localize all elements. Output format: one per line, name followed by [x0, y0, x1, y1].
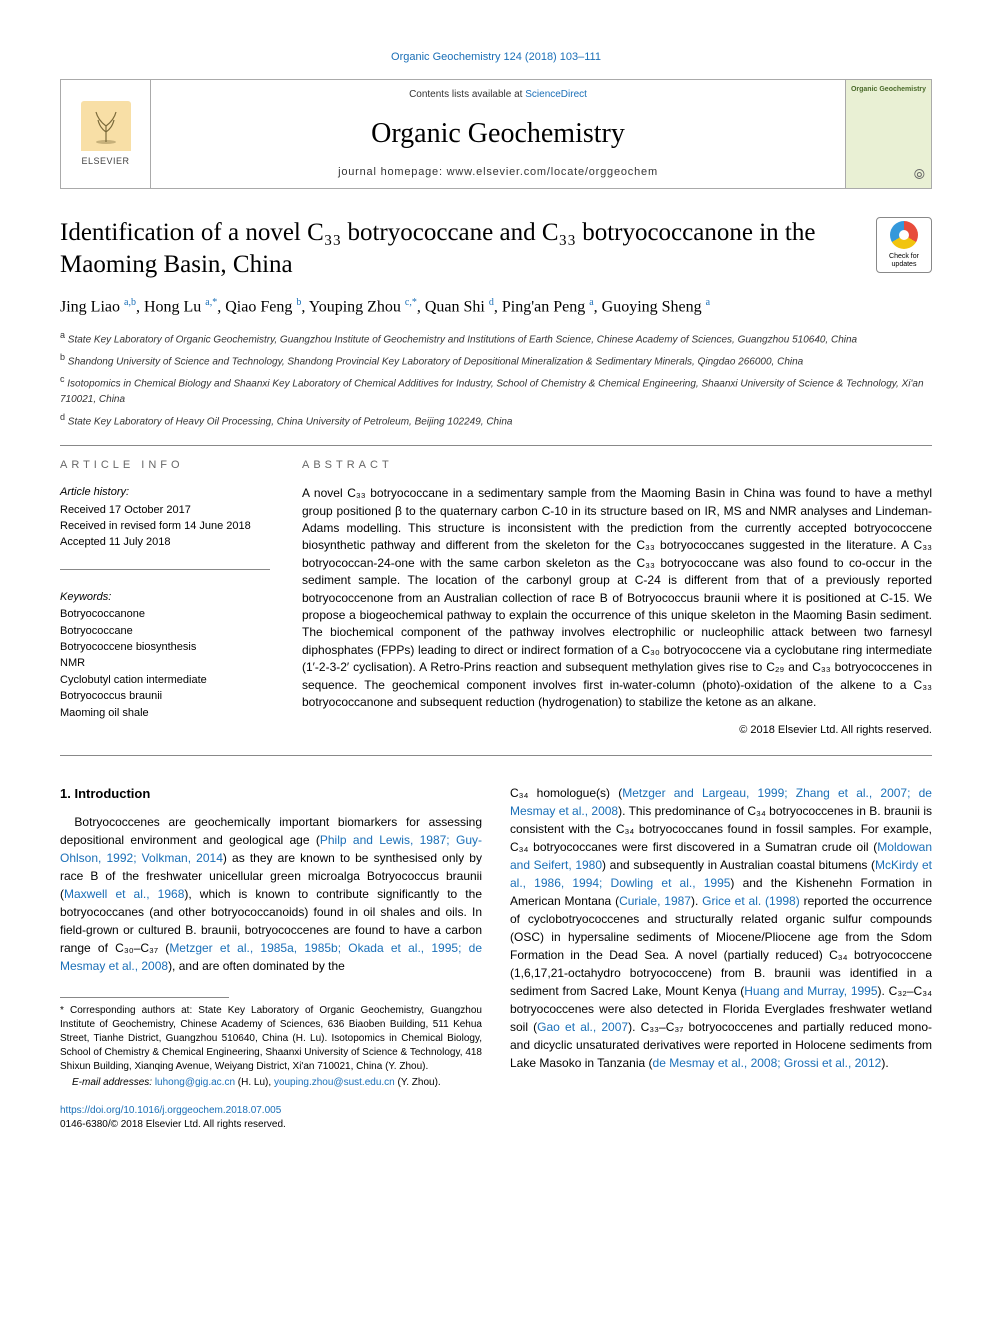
affiliation-line: d State Key Laboratory of Heavy Oil Proc…: [60, 411, 932, 429]
keyword: Botryococcanone: [60, 607, 270, 622]
citation-link[interactable]: Huang and Murray, 1995: [744, 984, 877, 998]
check-for-updates-badge[interactable]: Check for updates: [876, 217, 932, 273]
intro-paragraph-cont: C₃₄ homologue(s) (Metzger and Largeau, 1…: [510, 784, 932, 1072]
journal-cover-thumbnail: Organic Geochemistry ⦾: [845, 80, 931, 188]
citation-link[interactable]: de Mesmay et al., 2008; Grossi et al., 2…: [653, 1056, 882, 1070]
homepage-url: www.elsevier.com/locate/orggeochem: [447, 166, 658, 178]
abstract-header: ABSTRACT: [302, 458, 932, 473]
divider: [60, 755, 932, 756]
abstract-column: ABSTRACT A novel C₃₃ botryococcane in a …: [302, 458, 932, 739]
elsevier-logo: ELSEVIER: [61, 80, 151, 188]
article-info-header: ARTICLE INFO: [60, 458, 270, 473]
body-column-right: C₃₄ homologue(s) (Metzger and Largeau, 1…: [510, 784, 932, 1091]
keyword: NMR: [60, 656, 270, 671]
body-text: ) and subsequently in Australian coastal…: [602, 858, 875, 872]
keyword: Cyclobutyl cation intermediate: [60, 673, 270, 688]
crossmark-icon: [890, 221, 918, 249]
issn-copyright: 0146-6380/© 2018 Elsevier Ltd. All right…: [60, 1119, 286, 1130]
intro-heading: 1. Introduction: [60, 784, 482, 804]
citation-link[interactable]: Curiale, 1987: [619, 894, 691, 908]
contents-prefix: Contents lists available at: [409, 89, 525, 100]
abstract-copyright: © 2018 Elsevier Ltd. All rights reserved…: [302, 723, 932, 738]
footnote-emails: E-mail addresses: luhong@gig.ac.cn (H. L…: [60, 1076, 482, 1090]
header-banner: ELSEVIER Contents lists available at Sci…: [60, 79, 932, 189]
journal-reference-link[interactable]: Organic Geochemistry 124 (2018) 103–111: [391, 51, 601, 63]
footnote-divider: [60, 997, 229, 998]
history-title: Article history:: [60, 485, 270, 500]
keyword: Botryococcene biosynthesis: [60, 640, 270, 655]
homepage-prefix: journal homepage:: [338, 166, 447, 178]
keywords-title: Keywords:: [60, 590, 270, 605]
author-list: Jing Liao a,b, Hong Lu a,*, Qiao Feng b,…: [60, 296, 932, 319]
citation-link[interactable]: Maxwell et al., 1968: [64, 887, 184, 901]
body-text: ), and are often dominated by the: [168, 959, 345, 973]
abstract-text: A novel C₃₃ botryococcane in a sedimenta…: [302, 485, 932, 711]
email-who: (H. Lu),: [235, 1077, 274, 1088]
history-line: Received 17 October 2017: [60, 503, 270, 518]
article-title: Identification of a novel C₃₃ botryococc…: [60, 217, 932, 280]
journal-homepage-line: journal homepage: www.elsevier.com/locat…: [338, 165, 658, 180]
banner-middle: Contents lists available at ScienceDirec…: [151, 80, 845, 188]
body-text: C₃₄ homologue(s) (: [510, 786, 622, 800]
keyword: Botryococcus braunii: [60, 689, 270, 704]
affiliation-line: a State Key Laboratory of Organic Geoche…: [60, 329, 932, 347]
affiliation-line: b Shandong University of Science and Tec…: [60, 351, 932, 369]
elsevier-wordmark: ELSEVIER: [81, 155, 129, 168]
citation-link[interactable]: Gao et al., 2007: [537, 1020, 628, 1034]
divider: [60, 445, 932, 446]
footnote-text: * Corresponding authors at: State Key La…: [60, 1004, 482, 1074]
email-link[interactable]: youping.zhou@sust.edu.cn: [274, 1077, 395, 1088]
body-text: ).: [881, 1056, 888, 1070]
body-column-left: 1. Introduction Botryococcenes are geoch…: [60, 784, 482, 1091]
affiliations: a State Key Laboratory of Organic Geoche…: [60, 329, 932, 429]
email-label: E-mail addresses:: [72, 1077, 155, 1088]
journal-reference: Organic Geochemistry 124 (2018) 103–111: [60, 50, 932, 65]
citation-link[interactable]: Grice et al. (1998): [702, 894, 800, 908]
info-divider: [60, 569, 270, 570]
info-abstract-row: ARTICLE INFO Article history: Received 1…: [60, 458, 932, 739]
cover-footer-icon: ⦾: [914, 165, 925, 185]
doi-link[interactable]: https://doi.org/10.1016/j.orggeochem.201…: [60, 1105, 281, 1116]
email-link[interactable]: luhong@gig.ac.cn: [155, 1077, 235, 1088]
affiliation-line: c Isotopomics in Chemical Biology and Sh…: [60, 373, 932, 406]
keyword: Botryococcane: [60, 624, 270, 639]
sciencedirect-link[interactable]: ScienceDirect: [525, 89, 587, 100]
intro-paragraph: Botryococcenes are geochemically importa…: [60, 813, 482, 975]
check-updates-label: Check for updates: [877, 253, 931, 270]
body-text: reported the occurrence of cyclobotryoco…: [510, 894, 932, 998]
article-info-column: ARTICLE INFO Article history: Received 1…: [60, 458, 270, 739]
cover-title: Organic Geochemistry: [851, 86, 926, 94]
email-who: (Y. Zhou).: [395, 1077, 441, 1088]
doi-block: https://doi.org/10.1016/j.orggeochem.201…: [60, 1104, 932, 1132]
corresponding-author-footnote: * Corresponding authors at: State Key La…: [60, 1004, 482, 1090]
elsevier-tree-icon: [81, 101, 131, 151]
body-text: ).: [691, 894, 702, 908]
journal-title: Organic Geochemistry: [371, 114, 625, 153]
contents-available-line: Contents lists available at ScienceDirec…: [409, 88, 587, 102]
body-two-column: 1. Introduction Botryococcenes are geoch…: [60, 784, 932, 1091]
keyword: Maoming oil shale: [60, 706, 270, 721]
history-line: Received in revised form 14 June 2018: [60, 519, 270, 534]
history-line: Accepted 11 July 2018: [60, 535, 270, 550]
